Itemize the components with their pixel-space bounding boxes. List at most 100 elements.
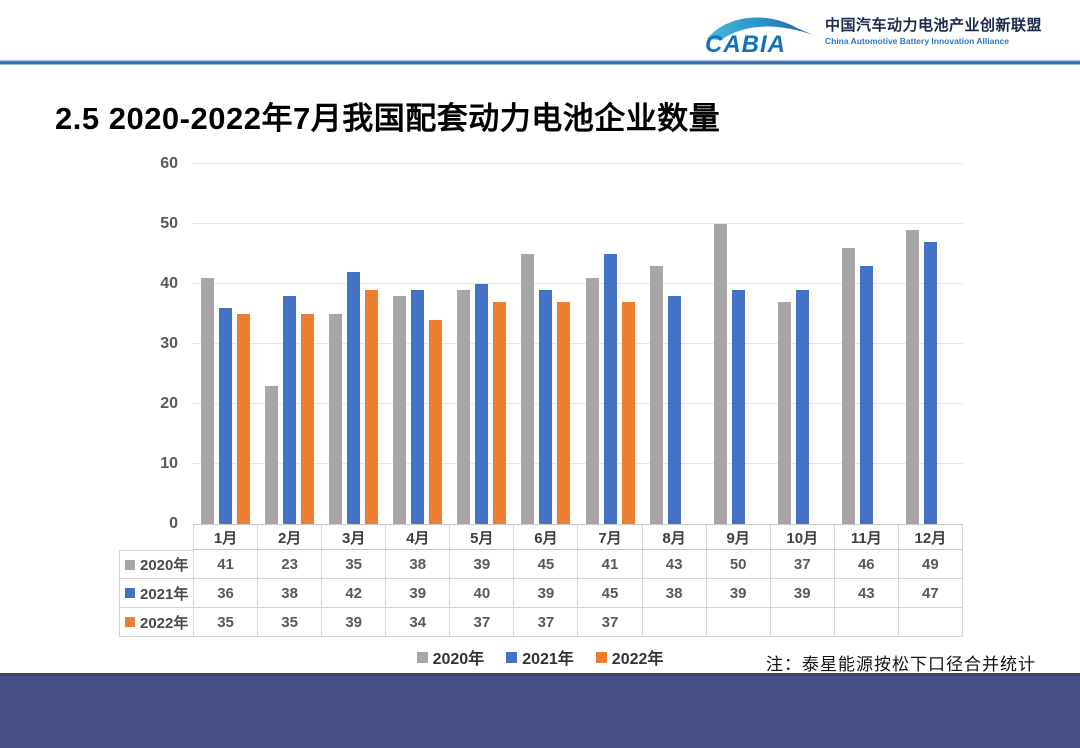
gridline (193, 343, 963, 344)
bar (218, 308, 232, 524)
table-cell: 39 (705, 579, 770, 608)
legend-color-swatch (595, 651, 607, 663)
y-tick-label: 60 (160, 155, 178, 172)
cabia-logo-icon: CABIA (705, 17, 813, 56)
table-cell: 47 (897, 579, 963, 608)
y-tick-label: 40 (160, 275, 178, 292)
bar (924, 242, 938, 524)
bar-group (321, 164, 385, 524)
bar (282, 296, 296, 524)
x-axis-label: 6月 (513, 525, 577, 549)
table-cell: 39 (385, 579, 450, 608)
chart-legend: 2020年 2021年 2022年 (0, 645, 1080, 669)
footnote: 注：泰星能源按松下口径合并统计 (766, 655, 1036, 674)
bar (328, 314, 342, 524)
x-axis-label: 9月 (705, 525, 770, 549)
x-axis-label: 5月 (449, 525, 513, 549)
x-axis-label: 11月 (833, 525, 898, 549)
legend-item: 2021年 (506, 645, 574, 669)
table-cell: 37 (577, 608, 642, 637)
table-cell: 45 (513, 550, 578, 579)
table-cell: 37 (769, 550, 834, 579)
org-name-zh: 中国汽车动力电池产业创新联盟 (824, 17, 1042, 35)
x-axis-label: 10月 (769, 525, 834, 549)
series-color-swatch (125, 588, 135, 598)
bar (346, 272, 360, 524)
gridline (193, 283, 963, 284)
table-cell: 46 (833, 550, 898, 579)
bar (557, 302, 571, 524)
table-cell (833, 608, 898, 637)
table-cell: 50 (705, 550, 770, 579)
table-cell: 45 (577, 579, 642, 608)
table-cell: 39 (513, 579, 578, 608)
bar (621, 302, 635, 524)
table-series-key: 2022年 (119, 608, 193, 637)
x-axis-label: 8月 (641, 525, 706, 549)
table-cell: 41 (577, 550, 642, 579)
table-cell (705, 608, 770, 637)
bar-group (642, 164, 706, 524)
bar-group (450, 164, 514, 524)
table-row: 36 38 42 39 40 39 45 38 39 39 43 47 (193, 579, 963, 608)
gridline (193, 163, 963, 164)
bar (200, 278, 214, 524)
table-cell: 23 (257, 550, 322, 579)
legend-item: 2022年 (595, 645, 664, 669)
bar-group (899, 164, 963, 524)
legend-color-swatch (416, 651, 428, 663)
org-name-en: China Automotive Battery Innovation Alli… (824, 36, 1010, 47)
bar (429, 320, 443, 524)
org-names: 中国汽车动力电池产业创新联盟 China Automotive Battery … (825, 17, 1042, 46)
bar-group (257, 164, 321, 524)
footer-bar (0, 673, 1080, 748)
table-row: 41 23 35 38 39 45 41 43 50 37 46 49 (193, 550, 963, 579)
y-tick-label: 50 (160, 215, 178, 232)
table-cell: 37 (449, 608, 514, 637)
svg-text:CABIA: CABIA (705, 31, 786, 56)
bar (393, 296, 407, 524)
x-axis-label: 3月 (321, 525, 385, 549)
series-color-swatch (125, 559, 135, 570)
bar (713, 224, 727, 524)
x-axis-labels: 1月 2月 3月 4月 5月 6月 7月 8月 9月 10月 11月 12月 (193, 524, 963, 550)
legend-color-swatch (506, 651, 518, 663)
table-cell: 39 (449, 550, 514, 579)
table-cell: 37 (513, 608, 578, 637)
table-cell: 43 (833, 579, 898, 608)
y-tick-label: 30 (160, 335, 178, 352)
table-cell (641, 608, 706, 637)
bar-group (706, 164, 770, 524)
bar-group (514, 164, 578, 524)
bar (731, 290, 745, 524)
table-cell: 35 (193, 608, 258, 637)
series-color-swatch (125, 617, 135, 627)
table-cell: 42 (321, 579, 386, 608)
table-cell: 39 (769, 579, 834, 608)
table-cell: 39 (321, 608, 386, 637)
bar-group (578, 164, 642, 524)
series-name-label: 2022年 (140, 614, 189, 632)
legend-label: 2022年 (611, 651, 664, 668)
y-tick-label: 0 (169, 515, 178, 532)
plot-area (193, 163, 963, 525)
legend-item: 2020年 (416, 645, 484, 669)
bar-group (835, 164, 899, 524)
bar (906, 230, 920, 524)
table-series-keys: 2020年 2021年 2022年 (119, 550, 193, 637)
series-name-label: 2021年 (140, 585, 189, 603)
x-axis-label: 2月 (257, 525, 321, 549)
table-cell: 38 (385, 550, 450, 579)
table-cell: 34 (385, 608, 450, 637)
bar (667, 296, 681, 524)
bar (649, 266, 663, 524)
gridline (193, 463, 963, 464)
page-title: 2.5 2020-2022年7月我国配套动力电池企业数量 (55, 101, 721, 136)
x-axis-label: 7月 (577, 525, 641, 549)
data-table: 41 23 35 38 39 45 41 43 50 37 46 49 36 38 42 39 40 39 45 38… (193, 550, 963, 637)
bar (236, 314, 250, 524)
bar-group (193, 164, 257, 524)
bar (603, 254, 617, 524)
table-cell: 35 (321, 550, 386, 579)
